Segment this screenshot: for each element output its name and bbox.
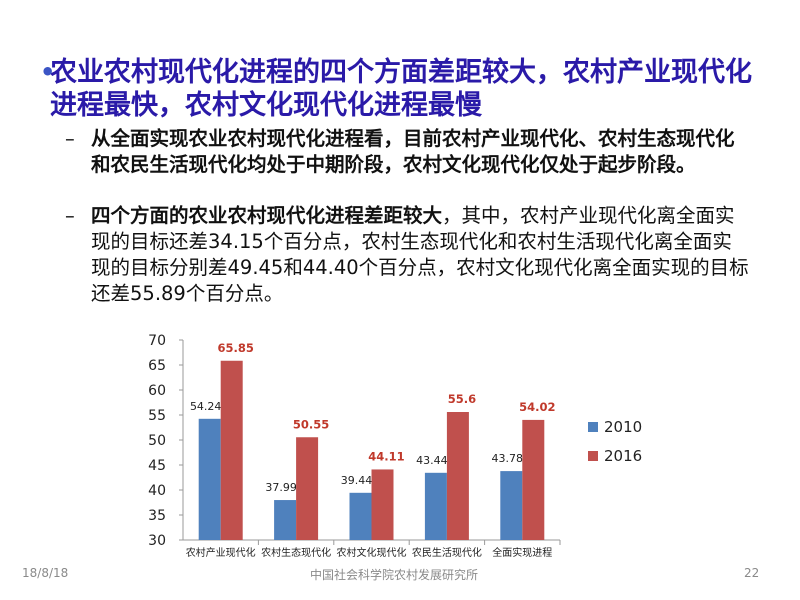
y-tick-label: 40 — [148, 483, 166, 499]
bullet-dot: • — [40, 58, 56, 86]
y-tick-label: 55 — [148, 408, 166, 424]
x-tick-label: 农村生态现代化 — [261, 546, 331, 559]
bar-2016-2 — [296, 437, 319, 540]
bar-2010-2 — [274, 500, 297, 540]
data-label-2010: 43.44 — [416, 454, 448, 467]
y-tick-label: 65 — [148, 358, 166, 374]
legend-label-2010: 2010 — [604, 418, 642, 436]
data-label-2010: 43.78 — [492, 452, 524, 465]
heading-text: 农业农村现代化进程的四个方面差距较大，农村产业现代化进程最快，农村文化现代化进程… — [50, 57, 752, 121]
page-number: 22 — [744, 566, 760, 580]
x-tick-label: 农村文化现代化 — [337, 546, 407, 559]
data-label-2016: 65.85 — [218, 341, 254, 355]
sub-bullet-2: – 四个方面的农业农村现代化进程差距较大，其中，农村产业现代化离全面实现的目标还… — [65, 203, 751, 307]
data-label-2010: 37.99 — [265, 481, 297, 494]
data-label-2016: 55.6 — [448, 392, 476, 406]
bar-2010-1 — [198, 418, 221, 540]
data-label-2016: 44.11 — [368, 449, 404, 463]
footer-org: 中国社会科学院农村发展研究所 — [310, 568, 479, 582]
sub-bullet-2-bold: 四个方面的农业农村现代化进程差距较大 — [91, 204, 443, 227]
sub-bullet-1: – 从全面实现农业农村现代化进程看，目前农村产业现代化、农村生态现代化和农民生活… — [65, 126, 751, 178]
y-tick-label: 50 — [148, 433, 166, 449]
y-tick-label: 30 — [148, 533, 166, 549]
data-label-2016: 50.55 — [293, 417, 329, 431]
legend-swatch-2010 — [588, 422, 598, 432]
x-tick-label: 农民生活现代化 — [412, 546, 482, 559]
data-label-2010: 54.24 — [190, 400, 222, 413]
sub-bullet-2-text: ，其中，农村产业现代化离全面实现的目标还差34.15个百分点，农村生态现代化和农… — [91, 204, 749, 305]
bar-2016-3 — [371, 469, 394, 540]
data-label-2016: 54.02 — [519, 400, 555, 414]
y-tick-label: 45 — [148, 458, 166, 474]
x-tick-label: 农村产业现代化 — [186, 546, 256, 559]
y-tick-label: 70 — [148, 333, 166, 349]
y-tick-label: 35 — [148, 508, 166, 524]
legend-swatch-2016 — [588, 451, 598, 461]
bar-2016-4 — [446, 412, 469, 540]
bar-2010-4 — [424, 472, 447, 540]
bar-2010-3 — [349, 492, 372, 540]
bar-2016-5 — [522, 419, 545, 540]
slide-heading: • 农业农村现代化进程的四个方面差距较大，农村产业现代化进程最快，农村文化现代化… — [40, 56, 770, 122]
footer-date: 18/8/18 — [22, 566, 69, 580]
sub-bullet-1-text: 从全面实现农业农村现代化进程看，目前农村产业现代化、农村生态现代化和农民生活现代… — [91, 127, 735, 176]
y-tick-label: 60 — [148, 383, 166, 399]
dash-marker: – — [65, 204, 75, 227]
data-label-2010: 39.44 — [341, 474, 373, 487]
legend-label-2016: 2016 — [604, 447, 642, 465]
x-tick-label: 全面实现进程 — [492, 546, 552, 559]
bar-2016-1 — [220, 360, 243, 540]
bar-2010-5 — [500, 471, 523, 540]
dash-marker: – — [65, 127, 75, 150]
